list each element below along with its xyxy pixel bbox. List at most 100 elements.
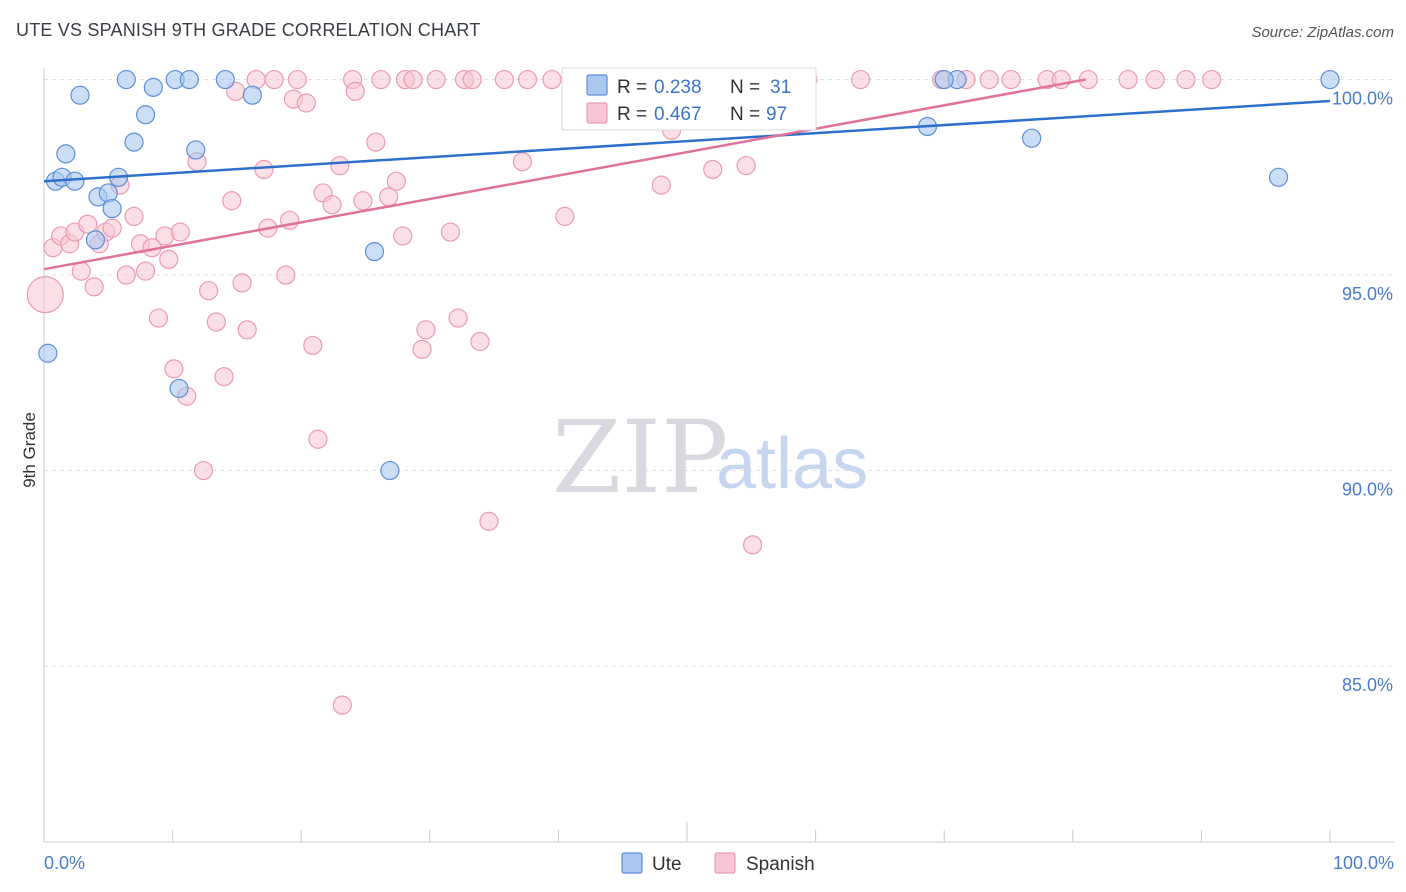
spanish-point [84,277,104,297]
legend-spanish-r-value: 0.467 [654,104,702,125]
spanish-point [246,69,266,90]
ute-point [70,85,90,105]
ute-point [143,77,163,97]
ute-point [1320,69,1340,90]
spanish-point [412,339,432,359]
stats-legend: R = 0.238 N = 31 R = 0.467 N = 97 [561,67,817,131]
source-credit: Source: ZipAtlas.com [1251,24,1394,41]
legend-ute-r-value: 0.238 [654,77,702,98]
spanish-point [386,171,406,191]
spanish-point [170,222,190,242]
spanish-point [264,69,284,90]
spanish-point [116,265,136,285]
ute-point [85,230,106,250]
x-tick-label-min: 0.0% [44,853,85,873]
spanish-point [206,312,226,332]
spanish-point [366,132,386,152]
spanish-point [135,261,156,281]
spanish-point [1001,69,1021,90]
spanish-point [71,261,91,281]
spanish-point [736,155,756,176]
spanish-point [254,159,274,180]
ute-point [38,343,58,363]
spanish-points [26,69,1222,715]
y-tick-label-1: 90.0% [1342,480,1393,500]
spanish-point [542,69,562,90]
spanish-point [159,249,179,270]
bottom-legend-spanish-label: Spanish [746,854,815,875]
spanish-point [345,81,365,101]
y-tick-labels: 85.0% 90.0% 95.0% 100.0% [1332,89,1393,695]
ute-point [1022,128,1042,148]
spanish-point [78,214,98,234]
bottom-legend-ute-label: Ute [652,854,682,875]
spanish-point [102,218,122,238]
ute-point [102,198,122,219]
spanish-point [199,281,219,301]
spanish-point [276,265,296,285]
legend-ute-n-value: 31 [770,77,791,98]
spanish-point [440,222,460,242]
spanish-point [124,206,144,226]
ute-point [934,69,954,90]
ute-point [242,85,262,105]
ute-points [38,69,1340,481]
ute-point [1268,167,1289,187]
spanish-point [416,320,436,340]
spanish-point [332,695,352,715]
spanish-point [426,69,446,90]
legend-spanish-r-label: R = [617,104,647,125]
spanish-point [403,69,423,90]
spanish-point [148,308,169,328]
spanish-point [353,191,373,211]
spanish-point [296,93,316,113]
spanish-point [1202,69,1222,90]
spanish-point [1145,69,1165,90]
legend-spanish-n-value: 97 [766,104,787,125]
spanish-point [1118,69,1138,90]
spanish-point [1176,69,1196,90]
legend-ute-n-label: N = [730,77,760,98]
ute-point [135,105,156,125]
ute-point [364,241,385,262]
spanish-point [371,69,391,90]
spanish-point [393,226,413,246]
ute-point [98,183,118,203]
spanish-point [462,69,482,90]
spanish-point [851,69,871,90]
watermark-atlas: atlas [716,424,868,504]
spanish-point [193,460,214,481]
spanish-point [703,159,723,180]
spanish-point [287,69,307,90]
spanish-point [479,511,499,531]
legend-ute-swatch [586,74,608,96]
spanish-point [308,429,328,449]
bottom-legend-spanish-swatch [714,852,736,874]
spanish-point [651,175,671,195]
spanish-point [512,152,532,172]
ute-trend-line [43,99,1331,183]
spanish-point [448,308,468,328]
ute-point [380,460,400,481]
ute-point [169,378,189,399]
y-tick-label-3: 100.0% [1332,89,1393,109]
spanish-point [555,206,575,226]
x-tick-label-max: 100.0% [1333,853,1394,873]
spanish-point [742,535,763,555]
spanish-point [164,359,184,379]
axes [43,68,1394,843]
spanish-point [26,276,64,314]
ute-point [215,69,235,90]
watermark-zip: ZIP [552,399,728,516]
spanish-point [237,320,257,340]
y-tick-label-2: 95.0% [1342,284,1393,304]
legend-spanish-n-label: N = [730,104,760,125]
spanish-point [322,195,342,215]
spanish-point [214,367,234,387]
ute-point [65,171,85,191]
ute-point [179,69,199,90]
spanish-point [330,155,350,176]
chart-title: UTE VS SPANISH 9TH GRADE CORRELATION CHA… [16,20,481,40]
spanish-point [494,69,514,90]
